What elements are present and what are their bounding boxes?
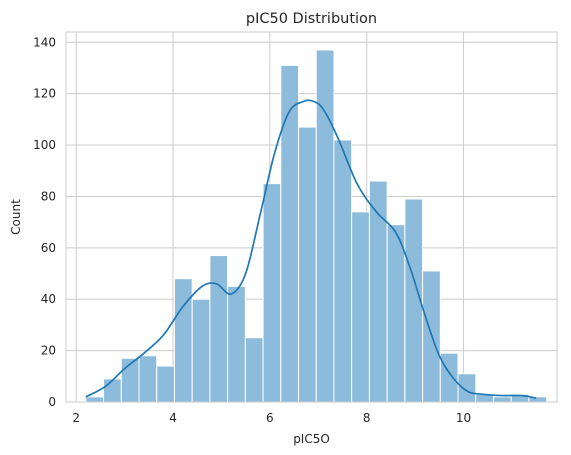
- histogram-bar: [298, 126, 317, 403]
- y-tick-labels: 0 20 40 60 80 100 120 140: [33, 35, 56, 409]
- x-tick-label: 6: [266, 411, 274, 425]
- x-tick-labels: 2 4 6 8 10: [72, 411, 471, 425]
- x-axis-title: pIC5O: [293, 432, 330, 446]
- y-tick-label: 20: [41, 344, 56, 358]
- histogram-bar: [103, 378, 122, 403]
- x-tick-label: 8: [363, 411, 371, 425]
- y-tick-label: 40: [41, 292, 56, 306]
- histogram-bar: [333, 139, 353, 403]
- histogram-bar: [386, 224, 406, 403]
- histogram-bar: [262, 183, 282, 403]
- histogram-bar: [457, 373, 477, 403]
- histogram-bar: [156, 365, 175, 403]
- histogram-bar: [85, 396, 105, 403]
- plot-frame: [65, 31, 558, 403]
- x-tick-label: 10: [456, 411, 471, 425]
- histogram-bar: [138, 355, 158, 403]
- histogram-bar: [492, 396, 512, 403]
- histogram-bar: [244, 337, 264, 403]
- histogram-bar: [173, 278, 193, 403]
- histogram-bar: [227, 285, 246, 403]
- histogram-bar: [280, 64, 300, 403]
- histogram-bar: [209, 255, 229, 403]
- histogram-bar: [351, 211, 370, 403]
- y-axis-title: Count: [9, 199, 23, 235]
- histogram-bar: [315, 49, 335, 403]
- histogram-bar: [191, 298, 211, 403]
- y-tick-label: 60: [41, 241, 56, 255]
- y-tick-label: 140: [33, 35, 56, 49]
- y-tick-label: 80: [41, 189, 56, 203]
- x-tick-label: 4: [169, 411, 177, 425]
- kde-line: [85, 99, 537, 399]
- x-tick-label: 2: [72, 411, 80, 425]
- y-tick-label: 100: [33, 138, 56, 152]
- chart-title: pIC50 Distribution: [246, 11, 377, 27]
- y-tick-label: 0: [48, 395, 56, 409]
- histogram-bar: [439, 352, 459, 403]
- y-tick-label: 120: [33, 87, 56, 101]
